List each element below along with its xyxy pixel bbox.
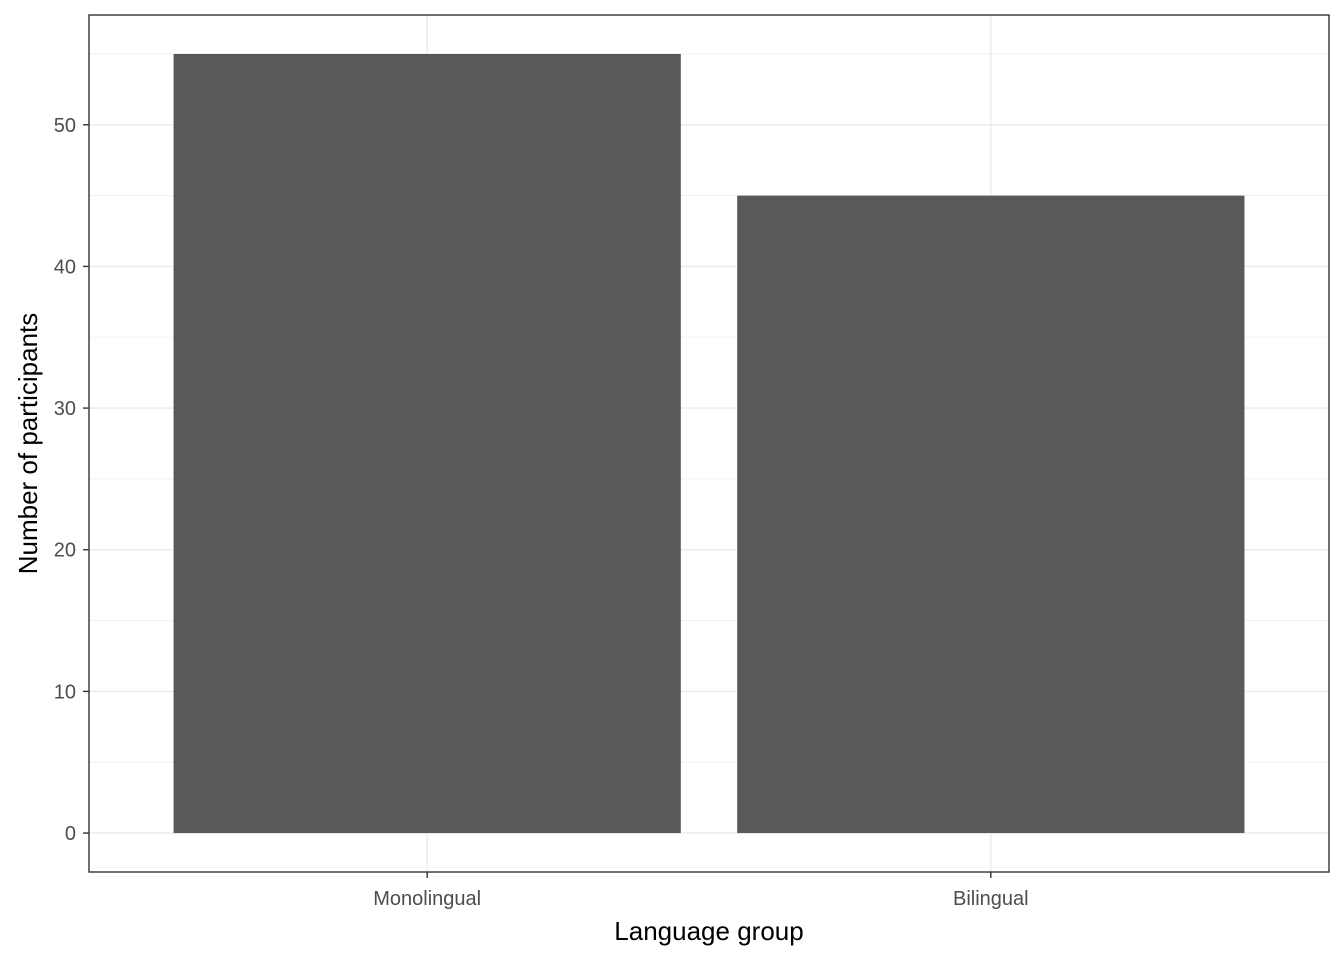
y-tick-label: 40	[54, 256, 76, 278]
y-tick-label: 10	[54, 681, 76, 703]
y-tick-label: 30	[54, 398, 76, 420]
y-tick-label: 0	[65, 823, 76, 845]
x-tick-label: Bilingual	[953, 888, 1029, 910]
y-tick-label: 50	[54, 115, 76, 137]
x-axis: Monolingual Bilingual	[373, 872, 1029, 910]
y-axis-title: Number of participants	[13, 313, 43, 575]
x-tick-label: Monolingual	[373, 888, 481, 910]
plot-panel-border	[88, 14, 1330, 873]
y-axis: 0 10 20 30 40 50	[54, 115, 89, 845]
x-axis-title: Language group	[614, 916, 803, 946]
bar-monolingual	[173, 53, 681, 834]
bars	[173, 53, 1245, 834]
y-tick-label: 20	[54, 540, 76, 562]
bar-bilingual	[737, 195, 1245, 834]
